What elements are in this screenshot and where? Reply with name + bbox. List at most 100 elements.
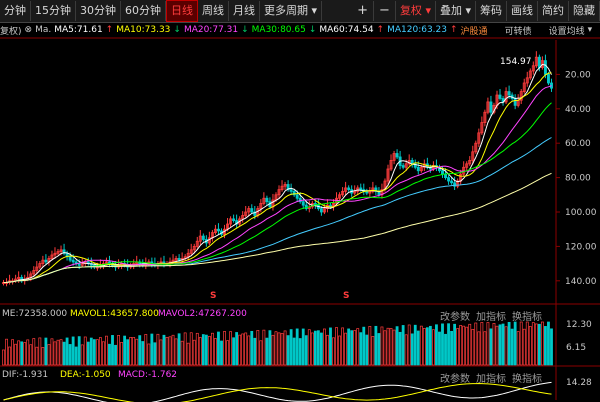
volume-bar (204, 334, 208, 366)
arrow-up-icon: ↑ (105, 25, 114, 35)
candle-body (301, 201, 305, 206)
volume-bar (156, 333, 160, 366)
tradable-label[interactable]: 可转债 (504, 26, 532, 37)
overlay-label: 叠加 (439, 4, 462, 17)
volume-bar (492, 322, 496, 366)
vol-add-indicator-button[interactable]: 加指标 (476, 312, 506, 323)
volume-bar (129, 337, 133, 366)
volume-bar (38, 337, 42, 366)
candle-body (347, 187, 351, 191)
mavol1-label: MAVOL1:43657.800 (70, 309, 159, 319)
period-1min-button[interactable]: 分钟 (0, 1, 31, 21)
price-tick-label: 120.00 (565, 242, 597, 252)
volume-bar (353, 330, 357, 366)
volume-bar (138, 335, 142, 366)
candle-body (447, 177, 451, 182)
volume-bar (126, 339, 130, 366)
volume-bar (26, 339, 30, 366)
vol-switch-indicator-button[interactable]: 换指标 (512, 312, 542, 323)
volume-bar (525, 321, 529, 366)
more-periods-dropdown[interactable]: 更多周期 ▾ (260, 1, 323, 21)
volume-bar (501, 323, 505, 366)
draw-line-button[interactable]: 画线 (507, 1, 538, 21)
set-ma-button[interactable]: 设置均线 (548, 26, 585, 37)
zoom-out-button[interactable]: − (374, 1, 396, 21)
candle-body (319, 208, 323, 213)
volume-bar (102, 341, 105, 366)
zoom-in-button[interactable]: + (352, 1, 375, 21)
macd-params-button[interactable]: 改参数 (440, 374, 470, 385)
macd-label: MACD:-1.762 (118, 370, 178, 380)
volume-bar (544, 326, 547, 366)
volume-bar (550, 328, 553, 366)
candle-body (489, 101, 493, 113)
volume-bar (329, 327, 332, 366)
volume-bar (486, 322, 490, 366)
ma10-line (3, 72, 552, 283)
period-30min-button[interactable]: 30分钟 (76, 1, 121, 21)
candle-body (68, 256, 72, 261)
volume-bar (135, 338, 139, 366)
volume-bar (435, 324, 438, 366)
candle-body (507, 91, 511, 96)
candle-body (229, 218, 233, 225)
arrow-down-icon: ↓ (173, 25, 181, 35)
chip-button[interactable]: 筹码 (476, 1, 507, 21)
volume-bar (17, 340, 21, 366)
volume-bar (459, 325, 463, 366)
candle-body (262, 197, 266, 204)
volume-bar (95, 339, 99, 366)
arrow-down-icon: ↓ (308, 25, 317, 35)
candle-body (38, 263, 42, 268)
volume-bar (14, 343, 18, 366)
period-weekly-button[interactable]: 周线 (198, 1, 229, 21)
candle-body (241, 215, 245, 220)
candle-body (468, 159, 472, 165)
period-monthly-button[interactable]: 月线 (229, 1, 260, 21)
candle-body (32, 270, 36, 275)
volume-bar (144, 334, 148, 366)
candle-body (198, 235, 202, 242)
restore-rights-dropdown[interactable]: 复权 ▾ (396, 1, 436, 21)
volume-bar (262, 329, 266, 366)
close-icon[interactable]: ⊗ (24, 25, 33, 35)
period-daily-button[interactable]: 日线 (166, 0, 198, 22)
candle-body (546, 74, 550, 84)
candle-body (201, 235, 205, 240)
candle-body (483, 111, 487, 123)
vol-params-button[interactable]: 改参数 (440, 312, 470, 323)
volume-bar (289, 329, 293, 366)
candle-body (353, 190, 357, 194)
macd-switch-indicator-button[interactable]: 换指标 (512, 374, 542, 385)
volume-bar (365, 334, 369, 366)
market-label: 沪股通 (460, 26, 488, 37)
ma20-value: MA20:77.31 (183, 25, 239, 35)
candle-body (371, 187, 375, 192)
volume-bar (271, 334, 275, 366)
candle-body (56, 251, 60, 254)
candle-body (259, 202, 263, 209)
ma-legend-row: 复权) ⊗ Ma. MA5:71.61 ↑ MA10:73.33 ↓ MA20:… (0, 23, 600, 37)
volume-bar (362, 326, 366, 366)
candle-body (486, 101, 490, 113)
candle-body (519, 91, 523, 101)
candle-body (392, 153, 396, 161)
period-15min-button[interactable]: 15分钟 (31, 1, 76, 21)
overlay-dropdown[interactable]: 叠加 ▾ (436, 1, 476, 21)
period-60min-button[interactable]: 60分钟 (121, 1, 166, 21)
volume-bar (120, 342, 123, 366)
volume-bar (392, 329, 396, 366)
candle-body (253, 211, 257, 216)
macd-lines (3, 381, 552, 402)
volume-bar (226, 340, 229, 366)
macd-add-indicator-button[interactable]: 加指标 (476, 374, 506, 385)
volume-bar (35, 346, 39, 366)
price-tick-label: 140.00 (565, 277, 597, 287)
volume-bar (350, 330, 354, 366)
volume-bar (410, 333, 414, 366)
brief-button[interactable]: 简约 (538, 1, 569, 21)
candle-body (474, 142, 478, 153)
volume-bar (444, 333, 447, 366)
volume-bar (359, 332, 363, 366)
